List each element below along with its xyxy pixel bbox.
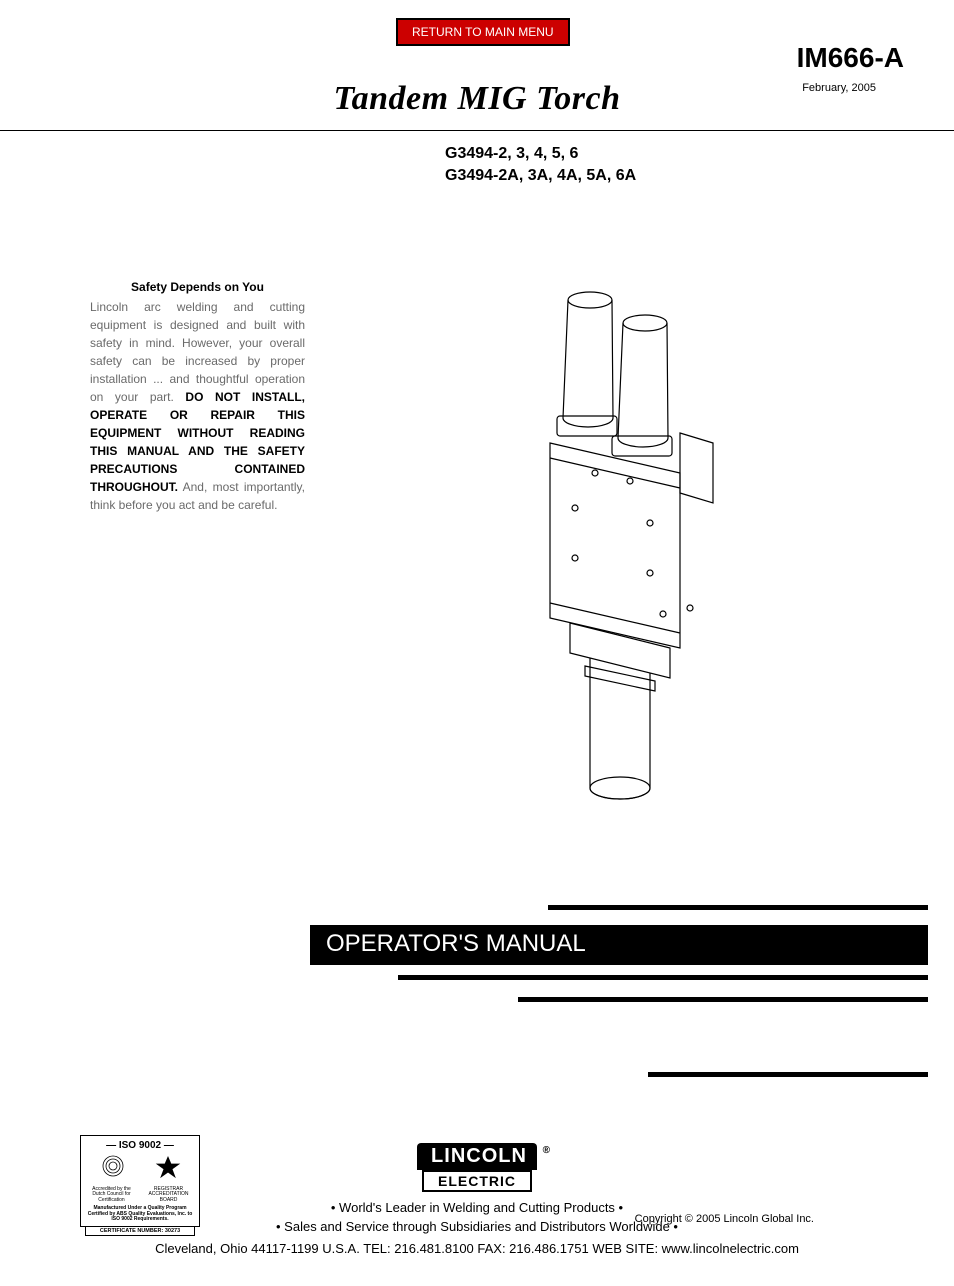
- safety-body-pre: Lincoln arc welding and cutting equipmen…: [90, 300, 305, 404]
- decorative-bar-4: [648, 1072, 928, 1077]
- footer-address: Cleveland, Ohio 44117-1199 U.S.A. TEL: 2…: [50, 1241, 904, 1256]
- return-main-menu-button[interactable]: RETURN TO MAIN MENU: [396, 18, 570, 46]
- iso-title-text: ISO 9002: [119, 1140, 161, 1151]
- manual-title: OPERATOR'S MANUAL: [310, 925, 928, 965]
- lincoln-logo-top-text: LINCOLN: [431, 1145, 527, 1167]
- copyright-text: Copyright © 2005 Lincoln Global Inc.: [635, 1213, 814, 1225]
- footer-section: — ISO 9002 — Accredited by the Dutch Cou…: [50, 1143, 904, 1256]
- iso-9002-badge: — ISO 9002 — Accredited by the Dutch Cou…: [80, 1135, 200, 1227]
- iso-accred-left: Accredited by the Dutch Council for Cert…: [85, 1187, 138, 1204]
- iso-dash-right: —: [164, 1140, 174, 1151]
- iso-title: — ISO 9002 —: [85, 1140, 195, 1151]
- accreditation-seal-left-icon: [99, 1154, 127, 1182]
- product-title: Tandem MIG Torch: [334, 80, 621, 118]
- torch-illustration-icon: [495, 278, 755, 808]
- iso-cert-number: CERTIFICATE NUMBER: 30273: [85, 1226, 195, 1236]
- title-row: Tandem MIG Torch: [50, 80, 904, 118]
- decorative-bar-3: [518, 997, 928, 1002]
- model-line-2: G3494-2A, 3A, 4A, 5A, 6A: [445, 165, 904, 187]
- page-container: RETURN TO MAIN MENU IM666-A February, 20…: [0, 0, 954, 1286]
- document-date: February, 2005: [802, 82, 876, 94]
- model-numbers: G3494-2, 3, 4, 5, 6 G3494-2A, 3A, 4A, 5A…: [445, 143, 904, 188]
- safety-column: Safety Depends on You Lincoln arc weldin…: [90, 278, 305, 808]
- iso-accred-right: REGISTRAR ACCREDITATION BOARD: [142, 1187, 195, 1204]
- bars-section: OPERATOR'S MANUAL: [50, 905, 904, 965]
- accreditation-seal-right-icon: [154, 1154, 182, 1182]
- mid-section: Safety Depends on You Lincoln arc weldin…: [50, 278, 904, 808]
- lincoln-logo-top: LINCOLN ®: [417, 1143, 537, 1170]
- model-line-1: G3494-2, 3, 4, 5, 6: [445, 143, 904, 165]
- decorative-bar-2: [398, 975, 928, 980]
- header-rule: [0, 130, 954, 131]
- document-id: IM666-A: [797, 42, 904, 74]
- iso-small-text: Manufactured Under a Quality Program Cer…: [85, 1206, 195, 1223]
- registered-mark-icon: ®: [543, 1145, 551, 1156]
- illustration-column: [345, 278, 904, 808]
- safety-heading: Safety Depends on You: [90, 278, 305, 296]
- decorative-bar-1: [548, 905, 928, 910]
- iso-icons-row: [85, 1153, 195, 1183]
- iso-dash-left: —: [106, 1140, 116, 1151]
- lincoln-logo-bottom: ELECTRIC: [422, 1170, 532, 1192]
- safety-body-warning: DO NOT INSTALL, OPERATE OR REPAIR THIS E…: [90, 390, 305, 494]
